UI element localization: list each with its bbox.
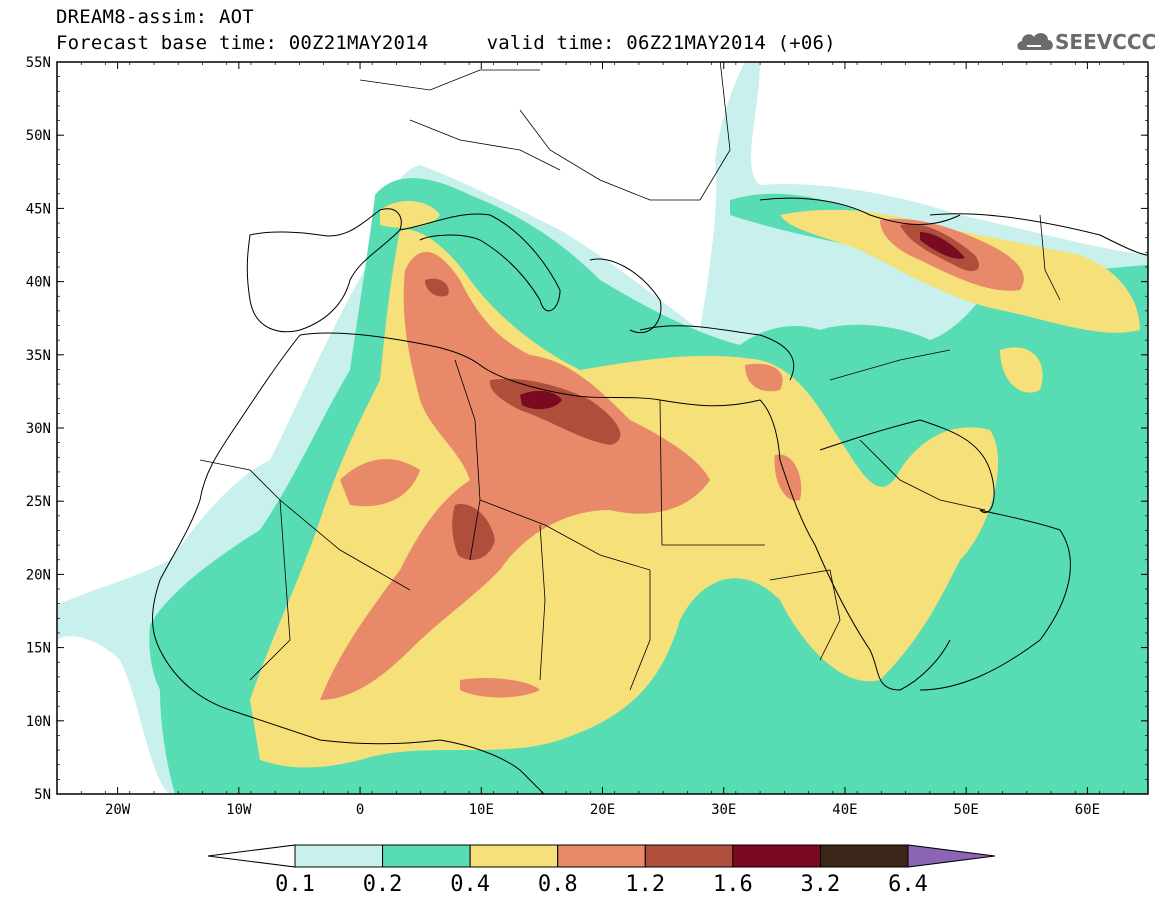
lat-tick-label: 5N <box>34 787 51 803</box>
lat-tick-label: 45N <box>26 201 51 217</box>
title-line-2: Forecast base time: 00Z21MAY2014 valid t… <box>56 32 836 54</box>
lat-tick-label: 40N <box>26 275 51 291</box>
lat-tick-label: 30N <box>26 421 51 437</box>
colorbar-swatch <box>469 844 559 868</box>
lon-tick-label: 0 <box>356 802 364 818</box>
colorbar-under-arrow <box>207 844 296 868</box>
lat-tick-label: 50N <box>26 128 51 144</box>
lat-tick-label: 10N <box>26 714 51 730</box>
colorbar-label: 1.2 <box>625 872 665 897</box>
colorbar-over-arrow <box>907 844 996 868</box>
colorbar-swatch <box>557 844 646 868</box>
lat-tick-label: 35N <box>26 348 51 364</box>
country-borders <box>199 62 1061 691</box>
lon-tick-label: 20E <box>590 802 615 818</box>
lat-tick-label: 15N <box>26 641 51 657</box>
latitude-axis: 55N 50N 45N 40N 35N 30N 25N 20N 15N 10N 5N <box>26 55 1148 803</box>
colorbar-label: 3.2 <box>801 872 841 897</box>
lon-tick-label: 50E <box>954 802 979 818</box>
colorbar-label: 0.8 <box>538 872 578 897</box>
longitude-axis: 20W 10W 0 10E 20E 30E 40E 50E 60E <box>56 62 1149 818</box>
lon-tick-label: 30E <box>711 802 736 818</box>
colorbar-swatch <box>382 844 471 868</box>
lat-tick-label: 25N <box>26 494 51 510</box>
colorbar: 0.1 0.2 0.4 0.8 1.2 1.6 3.2 6.4 <box>207 844 996 897</box>
colorbar-swatch <box>732 844 821 868</box>
colorbar-swatch <box>819 844 909 868</box>
lon-tick-label: 10W <box>226 802 252 818</box>
colorbar-swatch <box>294 844 384 868</box>
lon-tick-label: 10E <box>469 802 494 818</box>
colorbar-label: 6.4 <box>888 872 928 897</box>
lat-tick-label: 20N <box>26 567 51 583</box>
colorbar-label: 0.1 <box>275 872 315 897</box>
lon-tick-label: 40E <box>832 802 857 818</box>
colorbar-swatch <box>644 844 734 868</box>
lon-tick-label: 60E <box>1075 802 1100 818</box>
title-line-1: DREAM8-assim: AOT <box>56 6 254 28</box>
cloud-icon <box>1017 33 1053 50</box>
aot-band-1.6 <box>520 232 965 410</box>
lon-tick-label: 20W <box>105 802 131 818</box>
colorbar-label: 1.6 <box>713 872 753 897</box>
seevccc-logo: SEEVCCC <box>1017 30 1155 54</box>
colorbar-label: 0.4 <box>450 872 490 897</box>
logo-text: SEEVCCC <box>1055 30 1155 54</box>
aot-contour-field <box>57 62 1148 794</box>
colorbar-label: 0.2 <box>363 872 403 897</box>
coastline-borders <box>152 197 1148 794</box>
lat-tick-label: 55N <box>26 55 51 71</box>
